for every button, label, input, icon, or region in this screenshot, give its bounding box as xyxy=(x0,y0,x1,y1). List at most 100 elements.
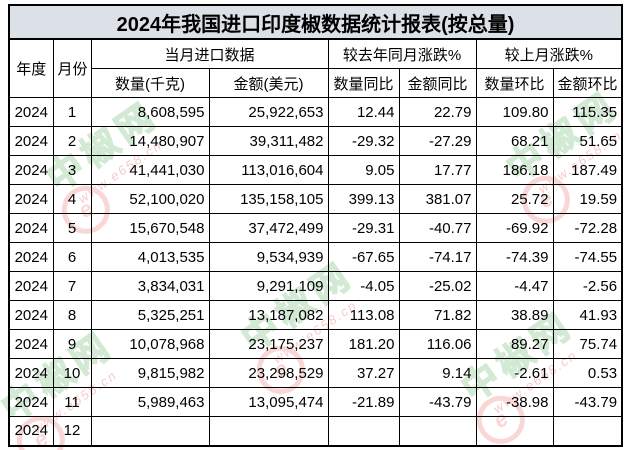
cell-qty_yoy: 37.27 xyxy=(327,358,400,388)
cell-amount_mom: -72.28 xyxy=(552,213,623,243)
col-group-mom-change: 较上月涨跌% xyxy=(475,38,623,69)
cell-qty: 15,670,548 xyxy=(90,213,210,243)
cell-qty: 14,480,907 xyxy=(90,126,210,156)
col-header-amount-mom: 金额环比 xyxy=(552,68,623,98)
cell-qty: 4,013,535 xyxy=(90,242,210,272)
cell-qty_yoy: 181.20 xyxy=(327,329,400,359)
cell-amount_mom: 41.93 xyxy=(552,300,623,330)
cell-year: 2024 xyxy=(8,184,54,214)
cell-qty_mom xyxy=(475,416,554,446)
cell-amount_yoy: -43.79 xyxy=(398,387,477,417)
cell-month: 1 xyxy=(52,97,92,127)
cell-amount: 9,291,109 xyxy=(208,271,329,301)
cell-amount_yoy: 17.77 xyxy=(398,155,477,185)
cell-qty_yoy: -29.31 xyxy=(327,213,400,243)
page-title: 2024年我国进口印度椒数据统计报表(按总量) xyxy=(8,4,623,40)
cell-month: 4 xyxy=(52,184,92,214)
table-row: 2024 11 5,989,463 13,095,474 -21.89 -43.79 -38… xyxy=(8,387,623,417)
cell-qty_mom: 38.89 xyxy=(475,300,554,330)
cell-qty_mom: -2.61 xyxy=(475,358,554,388)
cell-year: 2024 xyxy=(8,213,54,243)
cell-amount xyxy=(208,416,329,446)
cell-amount_mom: 0.53 xyxy=(552,358,623,388)
cell-amount_yoy: 116.06 xyxy=(398,329,477,359)
cell-amount_mom: 51.65 xyxy=(552,126,623,156)
cell-year: 2024 xyxy=(8,242,54,272)
cell-qty_mom: 109.80 xyxy=(475,97,554,127)
cell-amount_mom: 115.35 xyxy=(552,97,623,127)
cell-qty_yoy: 12.44 xyxy=(327,97,400,127)
cell-amount: 113,016,604 xyxy=(208,155,329,185)
table-row: 2024 4 52,100,020 135,158,105 399.13 381.07 25… xyxy=(8,184,623,214)
cell-qty_yoy: -21.89 xyxy=(327,387,400,417)
col-header-quantity-kg: 数量(千克) xyxy=(90,68,210,98)
cell-qty: 9,815,982 xyxy=(90,358,210,388)
col-header-amount-yoy: 金额同比 xyxy=(398,68,477,98)
table-row: 2024 9 10,078,968 23,175,237 181.20 116.06 89.… xyxy=(8,329,623,359)
cell-month: 9 xyxy=(52,329,92,359)
cell-amount_yoy xyxy=(398,416,477,446)
cell-month: 11 xyxy=(52,387,92,417)
table-row: 2024 10 9,815,982 23,298,529 37.27 9.14 -2.61 0… xyxy=(8,358,623,388)
cell-amount: 13,187,082 xyxy=(208,300,329,330)
cell-qty_yoy xyxy=(327,416,400,446)
cell-amount: 23,175,237 xyxy=(208,329,329,359)
table-row: 2024 5 15,670,548 37,472,499 -29.31 -40.77 -69… xyxy=(8,213,623,243)
cell-month: 12 xyxy=(52,416,92,446)
cell-amount_yoy: -27.29 xyxy=(398,126,477,156)
table-body: 2024 1 8,608,595 25,922,653 12.44 22.79 109.80… xyxy=(8,97,623,446)
cell-amount: 25,922,653 xyxy=(208,97,329,127)
cell-amount_mom: 19.59 xyxy=(552,184,623,214)
cell-amount: 23,298,529 xyxy=(208,358,329,388)
cell-month: 8 xyxy=(52,300,92,330)
cell-year: 2024 xyxy=(8,358,54,388)
cell-qty_mom: -38.98 xyxy=(475,387,554,417)
cell-qty_yoy: -29.32 xyxy=(327,126,400,156)
col-group-current-month: 当月进口数据 xyxy=(90,38,329,69)
cell-year: 2024 xyxy=(8,387,54,417)
col-header-year: 年度 xyxy=(8,38,54,98)
cell-year: 2024 xyxy=(8,329,54,359)
cell-year: 2024 xyxy=(8,155,54,185)
cell-qty: 5,989,463 xyxy=(90,387,210,417)
cell-amount_mom: -74.55 xyxy=(552,242,623,272)
table-row: 2024 1 8,608,595 25,922,653 12.44 22.79 109.80… xyxy=(8,97,623,127)
cell-amount: 37,472,499 xyxy=(208,213,329,243)
cell-amount: 135,158,105 xyxy=(208,184,329,214)
cell-qty_mom: 68.21 xyxy=(475,126,554,156)
cell-amount_mom: -43.79 xyxy=(552,387,623,417)
cell-year: 2024 xyxy=(8,271,54,301)
cell-qty: 5,325,251 xyxy=(90,300,210,330)
cell-month: 10 xyxy=(52,358,92,388)
cell-qty_yoy: -67.65 xyxy=(327,242,400,272)
cell-year: 2024 xyxy=(8,416,54,446)
cell-amount_yoy: 381.07 xyxy=(398,184,477,214)
cell-month: 7 xyxy=(52,271,92,301)
cell-qty_yoy: 113.08 xyxy=(327,300,400,330)
cell-amount_mom xyxy=(552,416,623,446)
table-row: 2024 8 5,325,251 13,187,082 113.08 71.82 38.89… xyxy=(8,300,623,330)
col-header-month: 月份 xyxy=(52,38,92,98)
cell-qty_mom: -69.92 xyxy=(475,213,554,243)
cell-qty: 52,100,020 xyxy=(90,184,210,214)
cell-year: 2024 xyxy=(8,126,54,156)
cell-qty xyxy=(90,416,210,446)
col-header-qty-yoy: 数量同比 xyxy=(327,68,400,98)
cell-qty: 8,608,595 xyxy=(90,97,210,127)
cell-qty_yoy: 399.13 xyxy=(327,184,400,214)
table-row: 2024 7 3,834,031 9,291,109 -4.05 -25.02 -4.47-… xyxy=(8,271,623,301)
cell-amount: 39,311,482 xyxy=(208,126,329,156)
cell-amount_mom: -2.56 xyxy=(552,271,623,301)
cell-amount_yoy: -25.02 xyxy=(398,271,477,301)
col-group-yoy-change: 较去年同月涨跌% xyxy=(327,38,477,69)
cell-month: 2 xyxy=(52,126,92,156)
table-row: 2024 12 xyxy=(8,416,623,446)
cell-amount_yoy: -40.77 xyxy=(398,213,477,243)
cell-qty_mom: 89.27 xyxy=(475,329,554,359)
cell-month: 6 xyxy=(52,242,92,272)
table-row: 2024 2 14,480,907 39,311,482 -29.32 -27.29 68.… xyxy=(8,126,623,156)
cell-qty_yoy: -4.05 xyxy=(327,271,400,301)
cell-amount_yoy: 71.82 xyxy=(398,300,477,330)
cell-amount_yoy: -74.17 xyxy=(398,242,477,272)
col-header-qty-mom: 数量环比 xyxy=(475,68,554,98)
